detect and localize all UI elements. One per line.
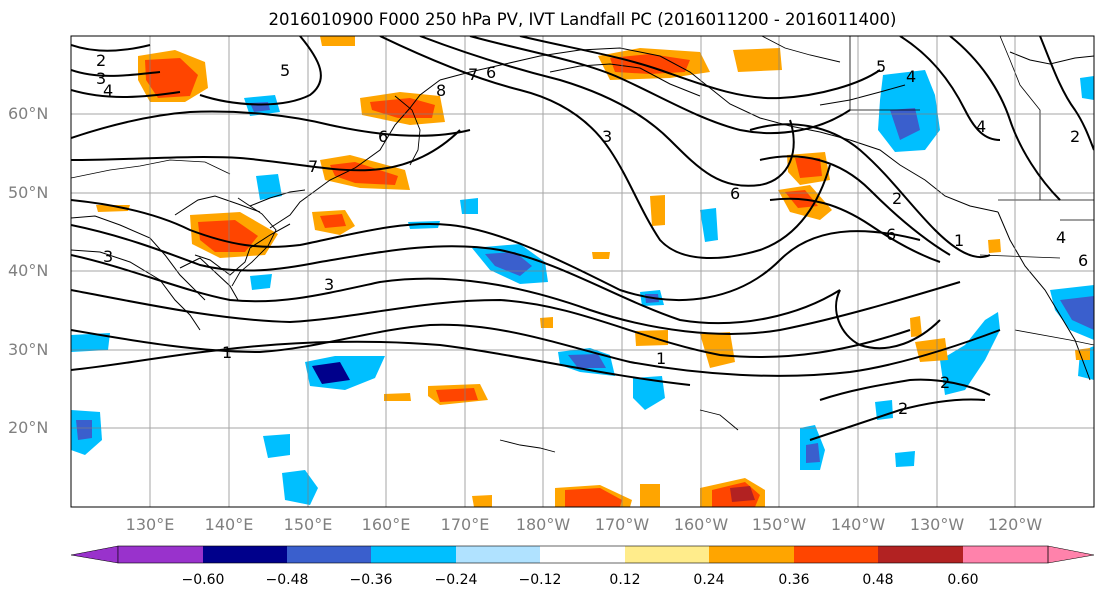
- lon-label-140w: 140°W: [830, 515, 886, 534]
- contour-label: 4: [103, 81, 113, 100]
- contour-label: 3: [96, 69, 106, 88]
- colorbar: [70, 545, 1095, 564]
- contour-label: 6: [886, 225, 896, 244]
- pv-contours: [71, 36, 1094, 441]
- contour-label: 3: [103, 247, 113, 266]
- contour-label: 5: [280, 61, 290, 80]
- lon-label-140e: 140°E: [204, 515, 254, 534]
- lon-label-150e: 150°E: [283, 515, 333, 534]
- contour-label: 4: [1056, 228, 1066, 247]
- contour-label: 2: [898, 399, 908, 418]
- contour-label: 6: [1078, 251, 1088, 270]
- lon-label-160e: 160°E: [361, 515, 411, 534]
- lat-label-40n: 40°N: [8, 261, 49, 280]
- contour-labels: 2 3 4 5 8 7 6 6 7 3 3 1 6 5 4 3 4 2 2 6 …: [96, 51, 1088, 418]
- lat-label-20n: 20°N: [8, 418, 49, 437]
- colorbar-extend-low: [70, 545, 119, 564]
- lon-label-150w: 150°W: [751, 515, 807, 534]
- contour-label: 7: [468, 65, 478, 84]
- contour-label: 4: [976, 117, 986, 136]
- contour-label: 8: [436, 81, 446, 100]
- colorbar-frame: [117, 545, 1049, 564]
- pv-anomaly-shading: [71, 36, 1094, 507]
- lon-label-160w: 160°W: [673, 515, 729, 534]
- colorbar-segment: [963, 546, 1048, 563]
- colorbar-tick-label: −0.48: [265, 572, 309, 588]
- colorbar-tick-label: 0.36: [778, 572, 810, 588]
- colorbar-segment: [540, 546, 625, 563]
- colorbar-segment: [371, 546, 456, 563]
- colorbar-segment: [709, 546, 794, 563]
- contour-label: 4: [906, 67, 916, 86]
- lat-label-60n: 60°N: [8, 104, 49, 123]
- contour-label: 6: [486, 63, 496, 82]
- colorbar-tick-label: 0.48: [862, 572, 894, 588]
- colorbar-tick-label: −0.60: [181, 572, 225, 588]
- colorbar-tick-label: −0.12: [518, 572, 562, 588]
- colorbar-tick-label: −0.36: [349, 572, 393, 588]
- contour-label: 7: [308, 157, 318, 176]
- lon-label-130e: 130°E: [125, 515, 175, 534]
- lon-label-180w: 180°W: [515, 515, 571, 534]
- landmass-outlines: [231, 36, 841, 453]
- contour-label: 2: [1070, 127, 1080, 146]
- contour-label: 5: [876, 57, 886, 76]
- contour-label: 2: [96, 51, 106, 70]
- contour-label: 6: [378, 127, 388, 146]
- colorbar-tick-label: 0.60: [947, 572, 979, 588]
- contour-label: 1: [222, 343, 232, 362]
- colorbar-tick-label: 0.24: [693, 572, 725, 588]
- contour-label: 1: [656, 349, 666, 368]
- lat-label-30n: 30°N: [8, 340, 49, 359]
- contour-label: 2: [892, 189, 902, 208]
- colorbar-segment: [118, 546, 203, 563]
- contour-label: 1: [954, 231, 964, 250]
- lon-label-130w: 130°W: [909, 515, 965, 534]
- colorbar-tick-label: 0.12: [609, 572, 641, 588]
- contour-label: 2: [940, 373, 950, 392]
- contour-label: 6: [730, 184, 740, 203]
- colorbar-segment: [456, 546, 540, 563]
- lon-label-170e: 170°E: [440, 515, 490, 534]
- map-frame: [70, 35, 1095, 508]
- contour-label: 3: [324, 275, 334, 294]
- lon-label-170w: 170°W: [594, 515, 650, 534]
- colorbar-segment: [878, 546, 963, 563]
- colorbar-segment: [287, 546, 371, 563]
- colorbar-extend-high: [1047, 545, 1095, 564]
- lon-label-120w: 120°W: [987, 515, 1043, 534]
- colorbar-segment: [794, 546, 878, 563]
- lat-label-50n: 50°N: [8, 183, 49, 202]
- colorbar-segment: [203, 546, 287, 563]
- colorbar-segment: [625, 546, 709, 563]
- contour-label: 3: [602, 127, 612, 146]
- map-title: 2016010900 F000 250 hPa PV, IVT Landfall…: [268, 10, 897, 29]
- colorbar-tick-label: −0.24: [434, 572, 478, 588]
